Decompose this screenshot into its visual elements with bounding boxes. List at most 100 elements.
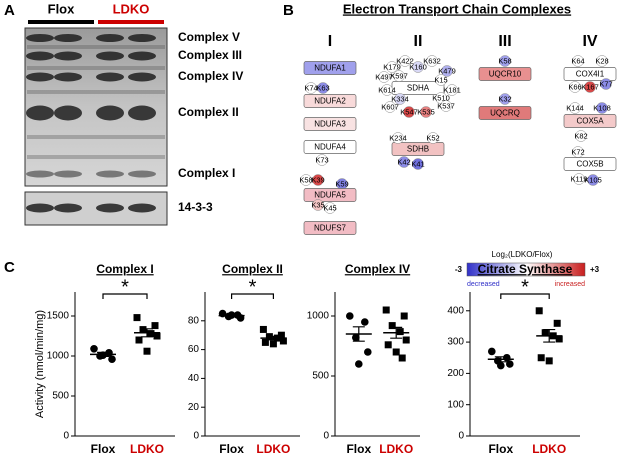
site-node [446, 84, 458, 96]
site-label: K119 [571, 174, 588, 183]
significance-bracket [231, 293, 274, 299]
site-label: K108 [593, 103, 611, 112]
site-label: K547 [400, 107, 418, 116]
data-point [153, 332, 161, 340]
blot-band [54, 51, 82, 61]
data-point [135, 336, 143, 344]
blot-band [96, 51, 124, 61]
protein-label: COX5B [576, 160, 603, 169]
site-label: K28 [595, 56, 608, 65]
significance-mark: * [521, 276, 529, 298]
site-label: K497 [375, 72, 393, 81]
panel-letter: C [4, 259, 15, 276]
data-point [277, 331, 285, 339]
site-node [324, 202, 336, 214]
site-label: K614 [378, 85, 396, 94]
x-tick-label: LDKO [532, 442, 566, 456]
site-label: K42 [397, 157, 410, 166]
data-point [537, 354, 545, 362]
data-point [382, 306, 390, 314]
data-point [269, 340, 277, 348]
y-tick-label: 1500 [47, 311, 70, 322]
data-point [553, 319, 561, 327]
blot-band [54, 72, 82, 82]
data-point [388, 322, 396, 330]
data-point [400, 312, 408, 320]
site-label: K479 [438, 66, 456, 75]
y-tick-label: 0 [458, 431, 464, 442]
protein-label: NDUFA1 [314, 64, 346, 73]
site-label: K58 [498, 56, 511, 65]
site-label: K632 [423, 56, 441, 65]
site-node [575, 130, 587, 142]
blot-band [54, 34, 82, 42]
site-node [440, 100, 452, 112]
protein-label: NDUFA5 [314, 191, 346, 200]
x-tick-label: LDKO [379, 442, 413, 456]
site-node [386, 61, 398, 73]
site-label: K66 [568, 82, 581, 91]
site-label: K73 [315, 155, 328, 164]
chart-title: Citrate Synthase [478, 262, 573, 276]
site-label: K160 [409, 62, 427, 71]
data-point [355, 360, 363, 368]
x-tick-label: Flox [219, 442, 244, 456]
site-label: K537 [437, 101, 455, 110]
protein-label: NDUFA3 [314, 120, 346, 129]
y-tick-label: 400 [447, 305, 464, 316]
site-node [427, 132, 439, 144]
protein-label: NDUFS7 [314, 224, 347, 233]
panel-letter: B [283, 2, 294, 19]
site-node [398, 156, 410, 168]
site-node [312, 199, 324, 211]
legend-max: +3 [590, 265, 600, 274]
site-label: K74 [304, 83, 317, 92]
data-point [364, 348, 372, 356]
y-tick-label: 1000 [307, 311, 330, 322]
error-bar [494, 356, 507, 363]
y-tick-label: 0 [63, 431, 69, 442]
blot-band [26, 34, 54, 42]
site-node [426, 55, 438, 67]
group-label: LDKO [113, 1, 150, 16]
site-node [596, 102, 608, 114]
site-node [305, 82, 317, 94]
blot-band [128, 105, 156, 121]
blot-smear [27, 135, 165, 139]
y-tick-label: 1000 [47, 351, 70, 362]
data-point [346, 312, 354, 320]
site-node [569, 81, 581, 93]
blot-band [26, 72, 54, 82]
data-point [541, 329, 549, 337]
data-point [90, 345, 98, 353]
site-label: K59 [335, 179, 348, 188]
data-point [143, 347, 151, 355]
chart-title: Complex I [96, 262, 153, 276]
data-point [361, 318, 369, 326]
legend-min: -3 [455, 265, 463, 274]
x-tick-label: Flox [91, 442, 116, 456]
site-label: K105 [584, 175, 602, 184]
site-label: K181 [443, 85, 461, 94]
x-tick-label: Flox [488, 442, 513, 456]
site-label: K597 [390, 71, 408, 80]
site-label: K510 [432, 93, 450, 102]
site-label: K167 [581, 82, 599, 91]
site-label: K39 [311, 175, 324, 184]
protein-node [303, 61, 357, 75]
site-node [441, 65, 453, 77]
blot-smear [27, 155, 165, 159]
protein-node [303, 188, 357, 202]
protein-label: UQCR10 [489, 70, 522, 79]
blot-band [26, 51, 54, 61]
site-node [381, 84, 393, 96]
site-node [393, 70, 405, 82]
data-point [392, 348, 400, 356]
blot-band [26, 105, 54, 121]
site-node [600, 78, 612, 90]
y-tick-label: 40 [188, 373, 200, 384]
group-bar [98, 20, 164, 24]
y-tick-label: 0 [193, 431, 199, 442]
blot-band [26, 170, 54, 178]
